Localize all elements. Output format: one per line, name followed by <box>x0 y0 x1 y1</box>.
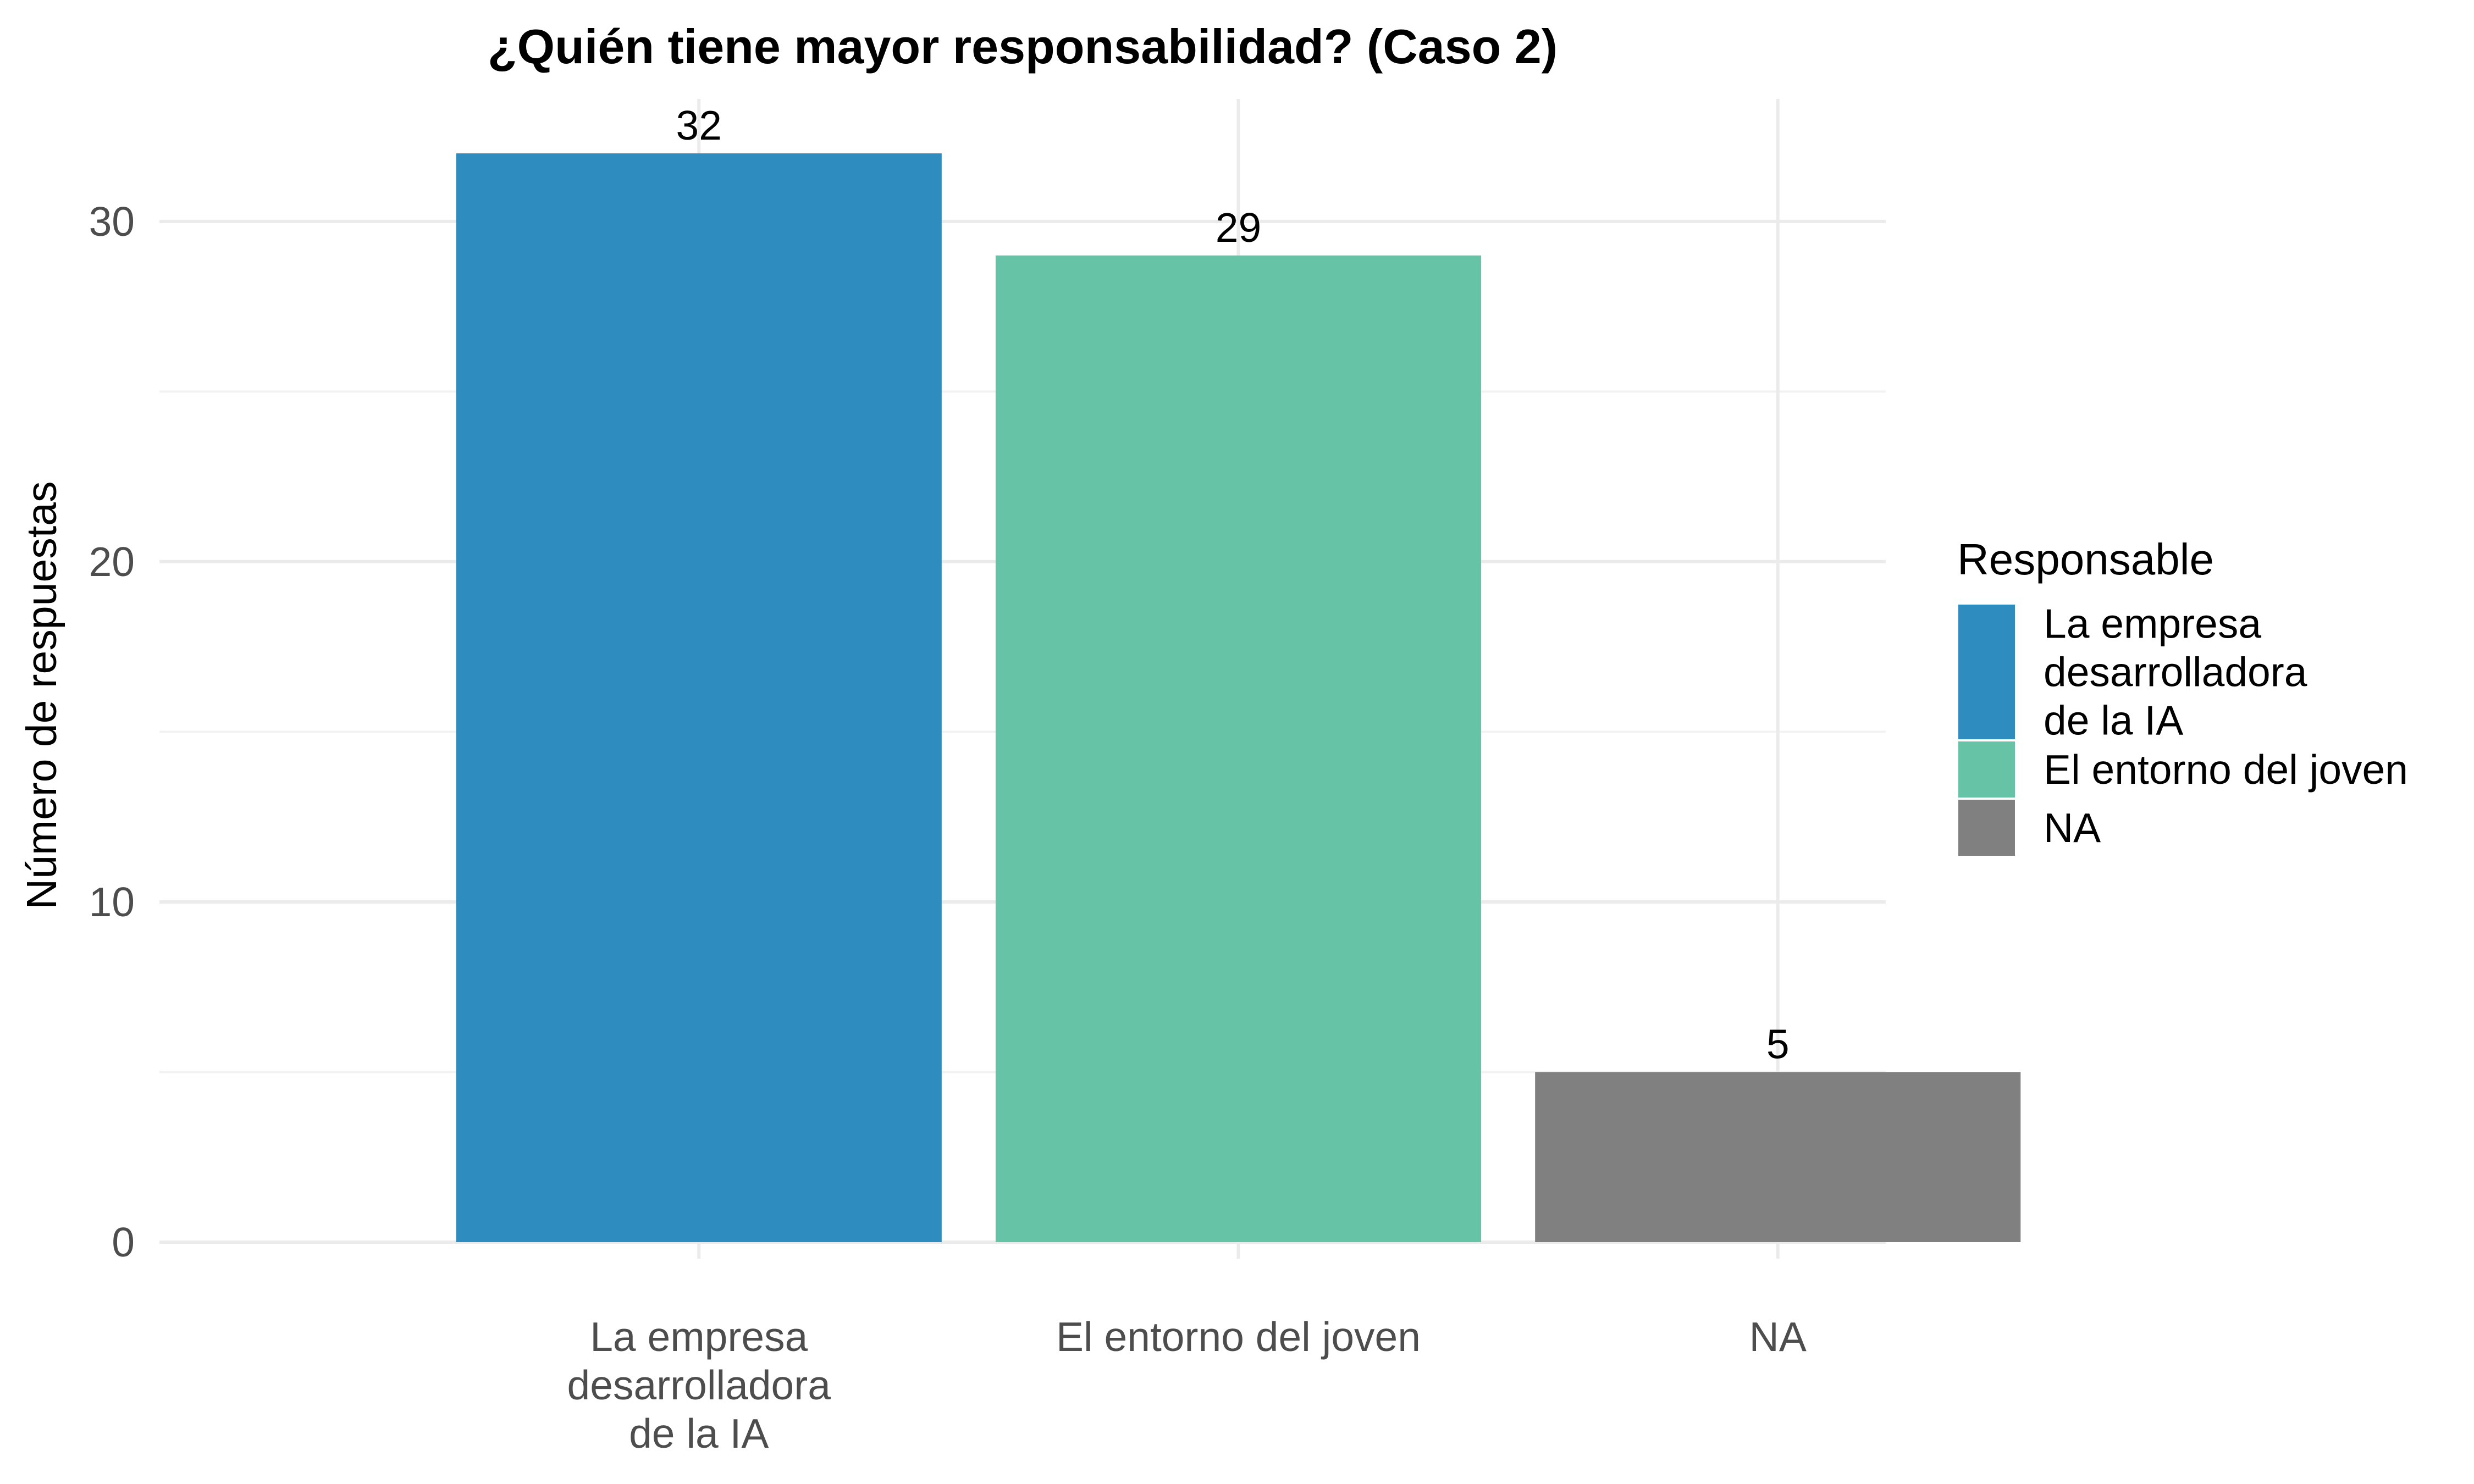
y-axis-ticks: 0 10 20 30 <box>89 198 135 1265</box>
data-label: 29 <box>1216 204 1261 251</box>
legend-key <box>1958 605 2015 739</box>
legend-label: El entorno del joven <box>2044 746 2408 793</box>
x-axis-ticks: La empresa desarrolladora de la IA El entor… <box>567 1314 1807 1457</box>
x-tick-label: La empresa desarrolladora de la IA <box>567 1314 831 1457</box>
x-tick-label: NA <box>1749 1314 1807 1360</box>
data-labels: 32 29 5 <box>676 102 1790 1067</box>
legend-label: La empresa desarrolladora de la IA <box>2044 601 2307 744</box>
bar <box>995 255 1482 1242</box>
legend-title: Responsable <box>1957 535 2214 584</box>
y-tick-label: 30 <box>89 198 135 245</box>
data-label: 32 <box>676 102 722 148</box>
bar <box>1535 1072 2021 1242</box>
y-tick-label: 0 <box>112 1219 135 1265</box>
chart-title: ¿Quién tiene mayor responsabilidad? (Cas… <box>488 19 1558 74</box>
x-tick-label: El entorno del joven <box>1056 1314 1421 1360</box>
legend: Responsable La empresa desarrolladora de l… <box>1957 535 2408 856</box>
y-tick-label: 10 <box>89 879 135 925</box>
bar <box>456 153 942 1242</box>
bars <box>456 153 2021 1242</box>
data-label: 5 <box>1766 1021 1790 1067</box>
y-tick-label: 20 <box>89 539 135 585</box>
legend-label: NA <box>2044 805 2101 851</box>
legend-key <box>1958 800 2015 856</box>
y-axis-title: Número de respuestas <box>18 481 65 910</box>
legend-key <box>1958 741 2015 798</box>
